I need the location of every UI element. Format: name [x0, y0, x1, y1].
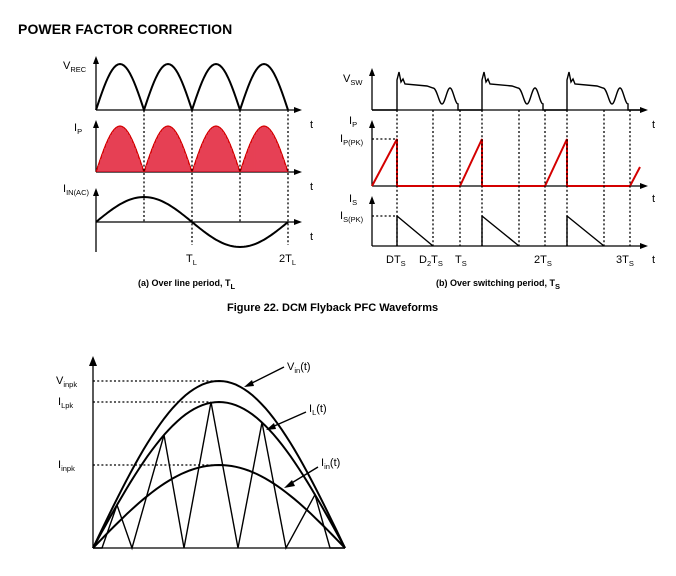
panel-c-envelopes: Vinpk ILpk Iinpk Vin(t) IL(t) Iin(t)	[56, 356, 346, 551]
label-tl: TL	[186, 253, 197, 267]
vsw-x-arrow	[640, 107, 648, 113]
iin-ac-wave	[95, 195, 289, 249]
label-vin-t: Vin(t)	[287, 361, 311, 375]
ip-pulse-envelope	[95, 125, 145, 173]
label-iinpk: Iinpk	[58, 459, 75, 473]
vin-envelope	[92, 379, 346, 549]
il-triangles	[93, 401, 345, 551]
label-d2ts: D2TS	[419, 254, 443, 268]
label-t-a1: t	[310, 119, 313, 131]
iin-pointer-head	[284, 480, 295, 488]
label-t-b3: t	[652, 254, 655, 266]
ip-sawtooth	[371, 138, 641, 187]
label-t-a3: t	[310, 231, 313, 243]
label-vrec: VREC	[63, 60, 87, 74]
label-ts: TS	[455, 254, 467, 268]
label-ip-a: IP	[74, 122, 82, 136]
il-envelope	[92, 400, 346, 549]
label-ip-b: IP	[349, 115, 357, 129]
label-ispk: IS(PK)	[340, 210, 364, 224]
caption-a: (a) Over line period, TL	[138, 278, 236, 291]
label-il-t: IL(t)	[309, 403, 327, 417]
is-y-arrow	[369, 196, 375, 204]
c-y-arrow	[89, 356, 97, 366]
label-2ts: 2TS	[534, 254, 552, 268]
label-vsw: VSW	[343, 73, 363, 87]
ip-pulse-envelope	[239, 125, 289, 173]
label-ilpk: ILpk	[58, 396, 73, 410]
caption-b: (b) Over switching period, TS	[436, 278, 560, 291]
il-pointer	[271, 411, 307, 428]
label-t-b2: t	[652, 193, 655, 205]
label-t-b1: t	[652, 119, 655, 131]
is-sawtooth	[396, 215, 605, 247]
ip-pulse-envelope	[143, 125, 193, 173]
ip-red-pulses	[95, 125, 289, 173]
label-dts: DTS	[386, 254, 406, 268]
iin-pointer	[289, 466, 319, 485]
label-2tl: 2TL	[279, 253, 296, 267]
label-t-a2: t	[310, 181, 313, 193]
ipb-y-arrow	[369, 120, 375, 128]
vrec-y-arrow	[93, 56, 99, 64]
vrec-x-arrow	[294, 107, 302, 113]
il-pointer-head	[266, 423, 276, 430]
page-heading: POWER FACTOR CORRECTION	[18, 21, 233, 37]
figure-caption: Figure 22. DCM Flyback PFC Waveforms	[227, 302, 438, 314]
label-ippk: IP(PK)	[340, 133, 364, 147]
panel-a-line-period: VREC IP IIN(AC) t t t TL 2TL (a) Over li…	[63, 56, 313, 291]
iin-envelope	[92, 463, 346, 549]
ip-x-arrow	[294, 169, 302, 175]
label-is: IS	[349, 193, 357, 207]
vsw-y-arrow	[369, 68, 375, 76]
is-x-arrow	[640, 243, 648, 249]
vrec-wave	[95, 62, 289, 114]
iin-x-arrow	[294, 219, 302, 225]
vin-pointer	[249, 366, 285, 385]
ipb-x-arrow	[640, 183, 648, 189]
iin-y-arrow	[93, 188, 99, 196]
label-3ts: 3TS	[616, 254, 634, 268]
panel-b-switching-period: VSW IP IP(PK) IS IS(PK) t t t DTS D2TS T…	[340, 68, 655, 291]
vsw-wave	[372, 71, 640, 111]
label-vinpk: Vinpk	[56, 375, 77, 389]
label-iin-ac: IIN(AC)	[63, 183, 89, 197]
ip-pulse-envelope	[191, 125, 241, 173]
vin-pointer-head	[244, 380, 254, 387]
label-iin-t: Iin(t)	[321, 457, 340, 471]
ip-y-arrow	[93, 120, 99, 128]
